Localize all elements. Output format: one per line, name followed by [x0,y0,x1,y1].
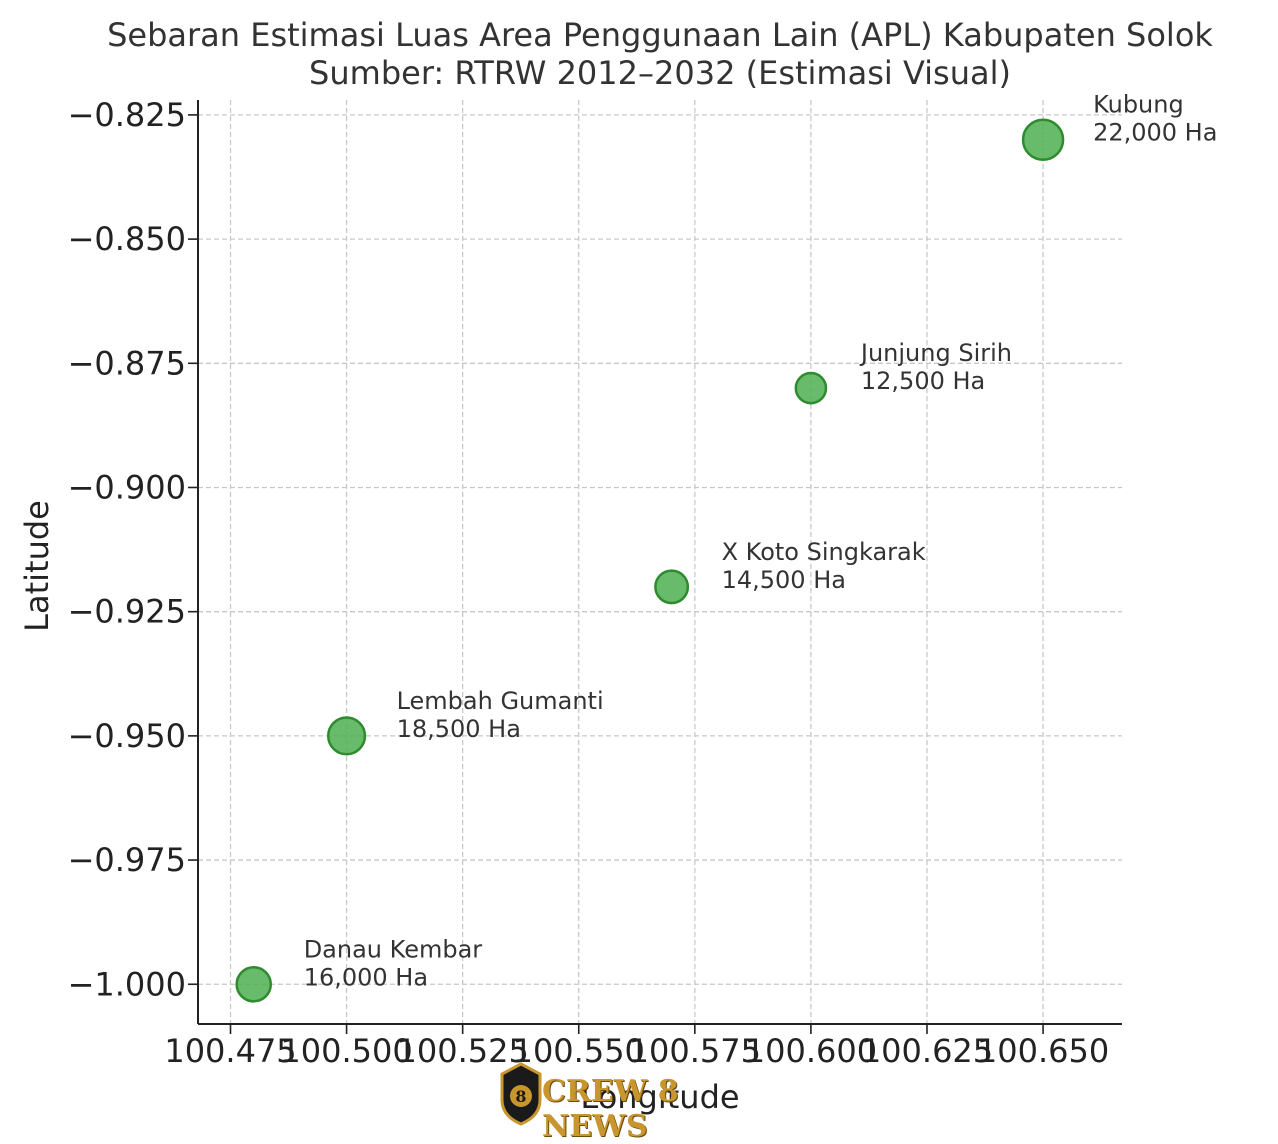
data-point [794,371,828,405]
grid [198,100,1122,1024]
axes [197,100,1122,1025]
y-tick-label: −0.925 [68,593,186,631]
y-tick-label: −1.000 [68,965,186,1003]
y-tick-label: −0.825 [68,96,186,134]
x-tick-label: 100.625 [861,1032,993,1070]
watermark-logo: 8 CREW 8 NEWS [496,1060,786,1144]
chart-title: Sebaran Estimasi Luas Area Penggunaan La… [107,16,1213,54]
y-tick-label: −0.875 [68,344,186,382]
data-point [326,716,367,756]
data-point [235,965,273,1003]
point-label-area: 18,500 Ha [397,715,521,743]
x-tick-label: 100.575 [629,1032,761,1070]
chart-subtitle: Sumber: RTRW 2012–2032 (Estimasi Visual) [309,54,1011,92]
x-tick-label: 100.525 [396,1032,528,1070]
point-label-name: Junjung Sirih [859,339,1012,367]
point-label-area: 22,000 Ha [1093,119,1217,147]
watermark-badge-text: 8 [515,1087,526,1106]
x-tick-label: 100.550 [513,1032,645,1070]
point-label-name: Danau Kembar [304,935,483,963]
data-point [1021,118,1065,161]
y-tick-label: −0.950 [68,717,186,755]
y-axis-label: Latitude [18,500,56,632]
x-tick-label: 100.650 [977,1032,1109,1070]
x-tick-label: 100.475 [164,1032,296,1070]
y-tick-label: −0.850 [68,220,186,258]
x-tick-label: 100.600 [745,1032,877,1070]
point-label-name: Lembah Gumanti [397,687,604,715]
point-label-area: 14,500 Ha [722,566,846,594]
x-axis-label: Longitude [580,1078,739,1116]
data-point [654,569,690,605]
y-tick-label: −0.975 [68,841,186,879]
point-label-name: X Koto Singkarak [722,538,926,566]
point-label-name: Kubung [1093,91,1184,119]
watermark-text: CREW 8 NEWS [542,1074,679,1144]
shield-icon: 8 [500,1062,542,1126]
y-tick-label: −0.900 [68,468,186,506]
x-tick-label: 100.500 [280,1032,412,1070]
point-label-area: 16,000 Ha [304,963,428,991]
point-label-area: 12,500 Ha [861,367,985,395]
